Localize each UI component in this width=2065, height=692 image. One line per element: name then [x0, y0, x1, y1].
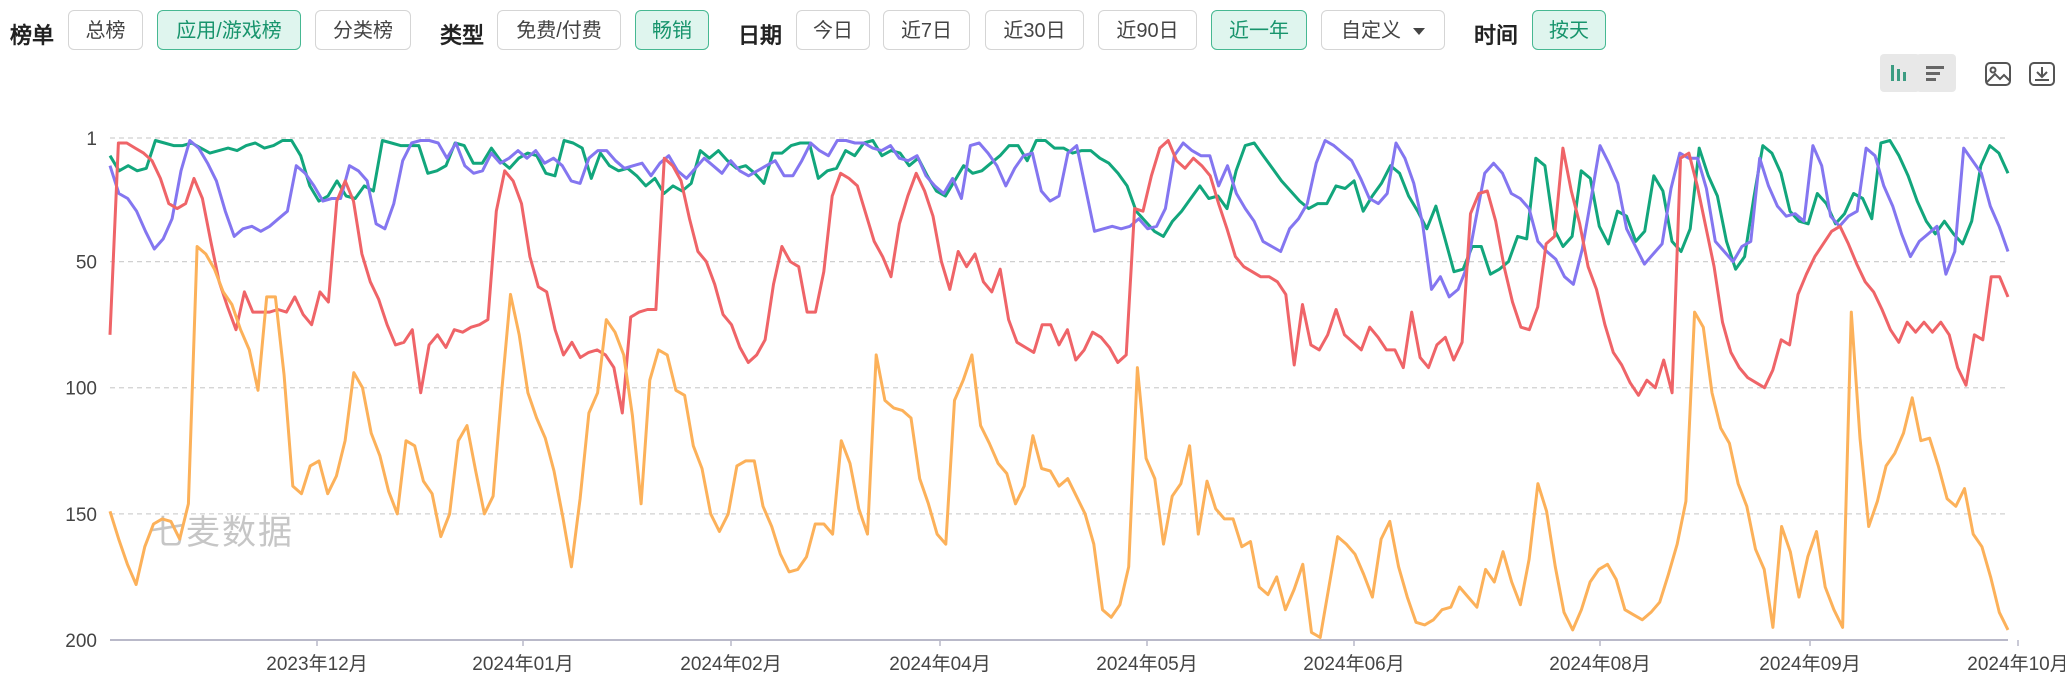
x-tick-label: 2024年05月 — [1096, 653, 1197, 675]
time-group-label: 时间 — [1474, 23, 1519, 48]
type-group-label: 类型 — [440, 23, 485, 48]
y-tick-label: 150 — [65, 505, 97, 526]
last-7-days-button[interactable]: 近7日 — [883, 10, 970, 50]
x-tick-label: 2023年12月 — [266, 653, 367, 675]
y-tick-label: 200 — [65, 631, 97, 652]
x-tick-label: 2024年09月 — [1759, 653, 1860, 675]
x-tick-label: 2024年02月 — [680, 653, 781, 675]
download-icon[interactable] — [2020, 54, 2060, 92]
x-tick-label: 2024年01月 — [472, 653, 573, 675]
series-line-4[interactable] — [108, 245, 2010, 639]
watermark-text: 七麦数据 — [150, 514, 294, 552]
x-tick-label: 2024年04月 — [889, 653, 990, 675]
filter-toolbar: 榜单 总榜 应用/游戏榜 分类榜 类型 免费/付费 畅销 日期 今日 近7日 近… — [0, 4, 2065, 52]
total-chart-button[interactable]: 总榜 — [68, 10, 143, 50]
category-chart-button[interactable]: 分类榜 — [315, 10, 411, 50]
custom-date-dropdown[interactable]: 自定义 — [1321, 10, 1445, 50]
x-tick-label: 2024年08月 — [1549, 653, 1650, 675]
chart-tools — [1880, 54, 2060, 92]
chevron-down-icon — [1413, 28, 1425, 36]
last-90-days-button[interactable]: 近90日 — [1098, 10, 1197, 50]
app-game-chart-button[interactable]: 应用/游戏榜 — [157, 10, 301, 50]
series-line-1[interactable] — [108, 139, 2010, 276]
list-group-label: 榜单 — [10, 23, 55, 48]
y-tick-label: 50 — [76, 253, 97, 274]
y-tick-label: 100 — [65, 379, 97, 400]
free-paid-button[interactable]: 免费/付费 — [497, 10, 621, 50]
x-tick-label: 2024年10月 — [1967, 653, 2065, 675]
top-grossing-button[interactable]: 畅销 — [635, 10, 709, 50]
list-chart-icon[interactable] — [1916, 54, 1956, 92]
bar-chart-icon[interactable] — [1880, 54, 1920, 92]
image-icon[interactable] — [1976, 54, 2016, 92]
x-tick-label: 2024年06月 — [1303, 653, 1404, 675]
date-group-label: 日期 — [738, 23, 783, 48]
last-year-button[interactable]: 近一年 — [1211, 10, 1307, 50]
by-day-button[interactable]: 按天 — [1532, 10, 1606, 50]
last-30-days-button[interactable]: 近30日 — [985, 10, 1084, 50]
custom-date-label: 自定义 — [1341, 20, 1401, 42]
series-line-3[interactable] — [108, 139, 2010, 415]
today-button[interactable]: 今日 — [796, 10, 870, 50]
y-tick-label: 1 — [86, 129, 97, 150]
